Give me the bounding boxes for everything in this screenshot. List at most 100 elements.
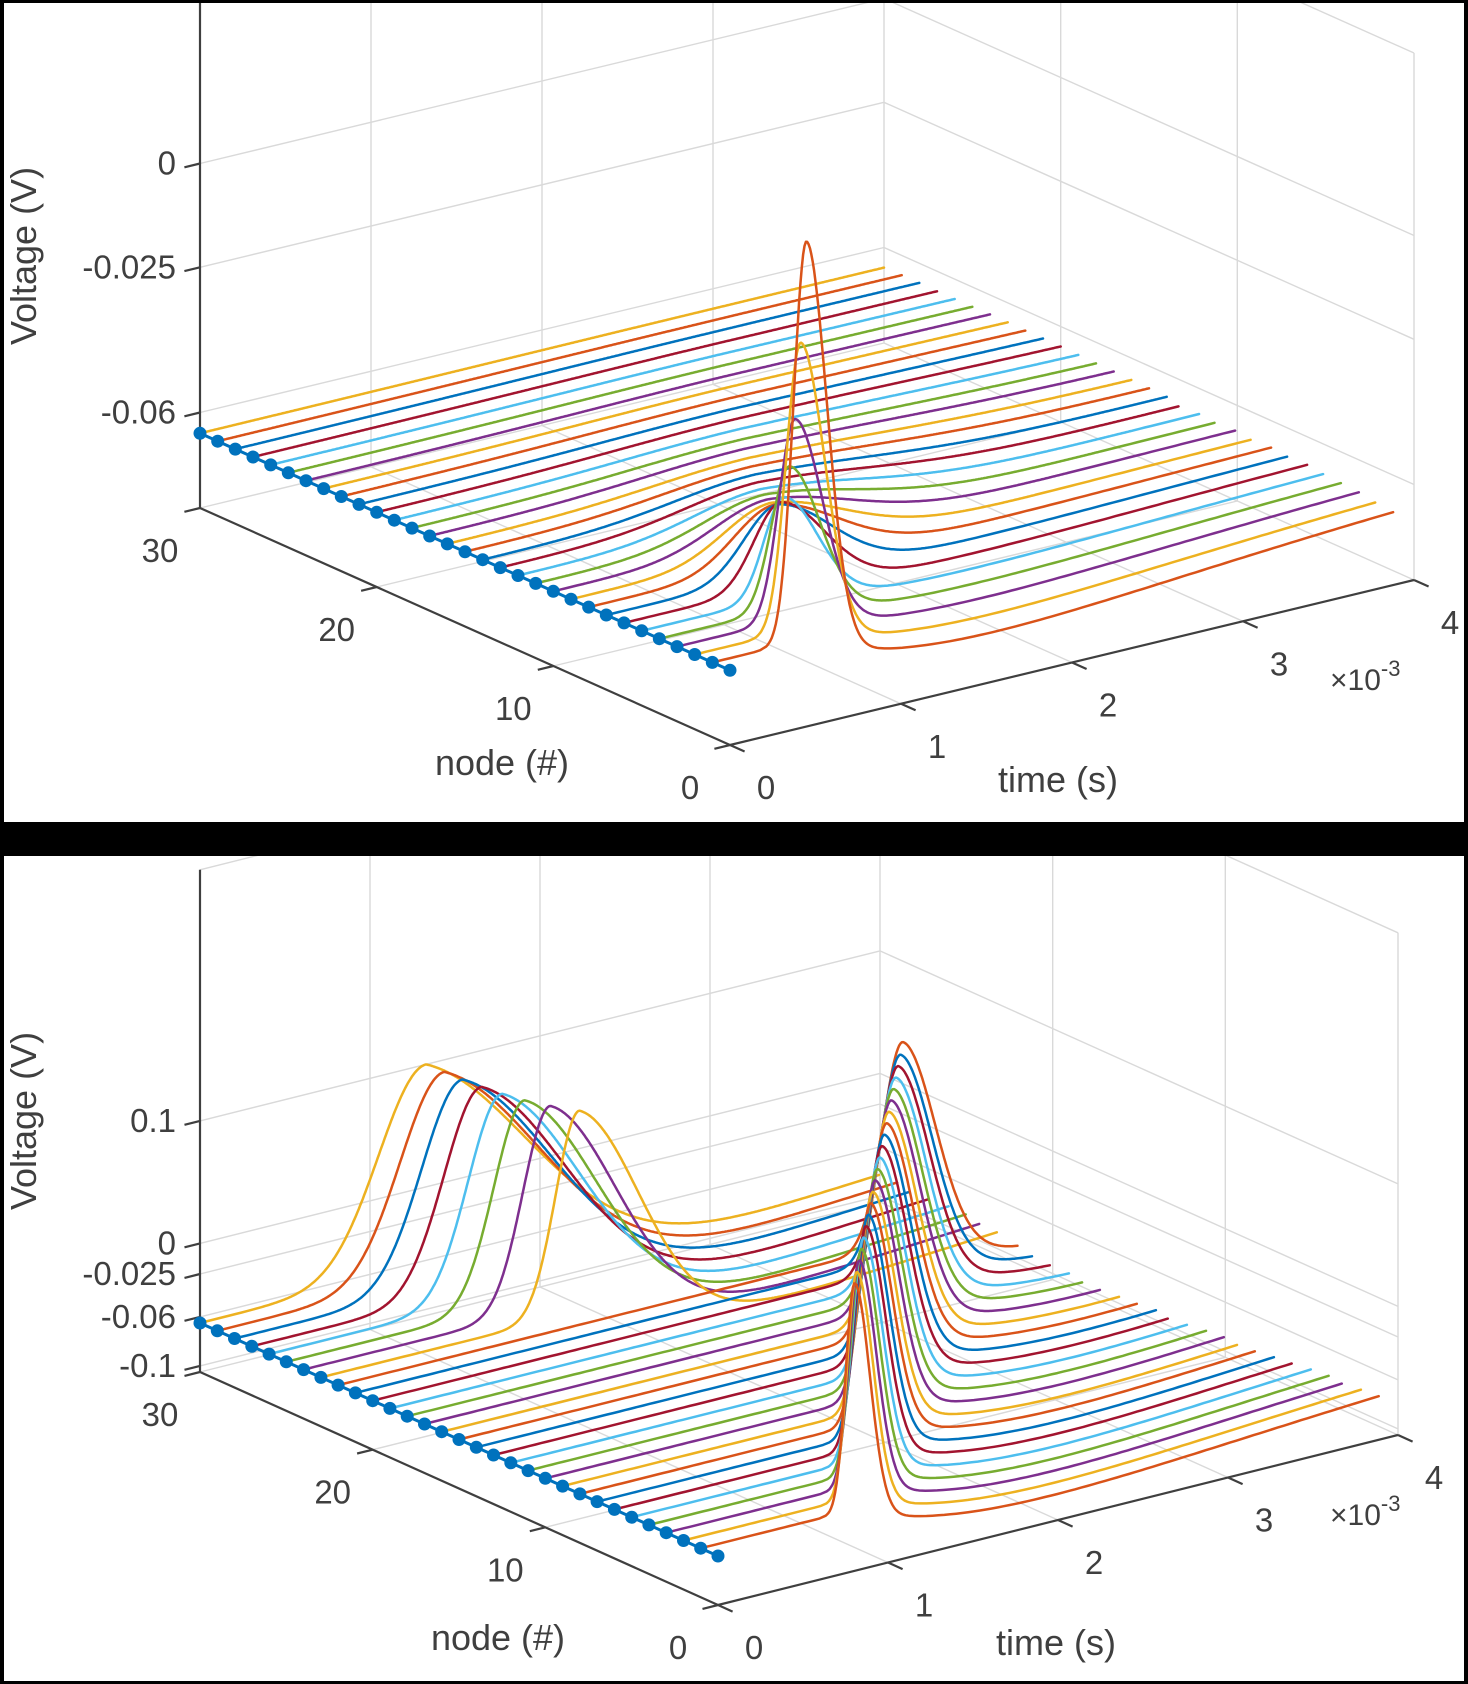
marker-dot-node-6 bbox=[607, 1502, 621, 1516]
z-tick bbox=[184, 1242, 201, 1249]
trace-node-3 bbox=[675, 417, 1361, 648]
node-axis bbox=[199, 1370, 719, 1607]
time-tick bbox=[1071, 661, 1088, 671]
trace-node-24 bbox=[304, 313, 992, 482]
marker-dot-node-17 bbox=[418, 1417, 431, 1431]
trace-node-25 bbox=[287, 305, 974, 474]
trace-node-24 bbox=[302, 1104, 981, 1371]
marker-dot-node-26 bbox=[262, 1347, 276, 1361]
marker-dot-node-26 bbox=[264, 458, 278, 472]
trace-node-2 bbox=[693, 341, 1377, 656]
node-tick-label: 0 bbox=[681, 769, 699, 806]
marker-dot-node-17 bbox=[423, 529, 437, 543]
time-tick bbox=[887, 1561, 904, 1571]
trace-node-26 bbox=[269, 297, 956, 467]
trace-node-12 bbox=[509, 1156, 1189, 1465]
initial-condition-markers bbox=[193, 1316, 725, 1563]
marker-dot-node-0 bbox=[723, 663, 737, 677]
node-tick bbox=[184, 506, 201, 513]
node-tick-label: 10 bbox=[487, 1551, 524, 1588]
leftwall-grid-z bbox=[199, 3, 869, 165]
marker-dot-node-29 bbox=[210, 1324, 224, 1338]
node-tick-label: 30 bbox=[142, 1396, 179, 1433]
trace-node-17 bbox=[428, 370, 1115, 538]
trace-node-1 bbox=[699, 1282, 1380, 1550]
marker-dot-node-5 bbox=[635, 624, 649, 638]
time-tick bbox=[900, 702, 917, 712]
trace-node-14 bbox=[475, 1133, 1158, 1449]
trace-node-16 bbox=[446, 378, 1133, 546]
time-tick bbox=[717, 1603, 734, 1613]
top-x-axis-exponent: ×10-3 bbox=[1330, 656, 1400, 697]
leftwall-grid-z bbox=[199, 1072, 881, 1245]
trace-node-28 bbox=[233, 1078, 911, 1340]
time-tick-label: 2 bbox=[1099, 687, 1117, 724]
z-tick-label: -0.025 bbox=[82, 1255, 176, 1292]
marker-dot-node-7 bbox=[590, 1495, 604, 1509]
trace-node-8 bbox=[587, 446, 1273, 609]
trace-node-9 bbox=[569, 438, 1252, 601]
floor-grid-time bbox=[541, 424, 1073, 664]
initial-condition-markers bbox=[193, 426, 737, 677]
time-tick-label: 4 bbox=[1441, 604, 1459, 641]
node-tick bbox=[356, 1448, 373, 1455]
marker-dot-node-19 bbox=[383, 1401, 397, 1415]
marker-dot-node-15 bbox=[452, 1433, 466, 1446]
floor-grid-time bbox=[370, 466, 902, 705]
marker-dot-node-29 bbox=[211, 434, 225, 448]
leftwall-grid-z bbox=[199, 1195, 881, 1367]
z-tick bbox=[184, 1272, 201, 1279]
leftwall-grid-z bbox=[199, 101, 885, 268]
marker-dot-node-0 bbox=[711, 1549, 725, 1563]
node-tick bbox=[714, 743, 731, 750]
trace-node-13 bbox=[492, 1144, 1170, 1457]
marker-dot-node-10 bbox=[546, 584, 560, 598]
marker-dot-node-3 bbox=[659, 1526, 673, 1540]
time-tick-label: 3 bbox=[1270, 645, 1288, 682]
marker-dot-node-4 bbox=[652, 632, 666, 646]
z-tick-label: 0 bbox=[158, 1224, 176, 1261]
rightwall-grid-z bbox=[883, 246, 1415, 486]
leftwall-grid-z bbox=[199, 1146, 881, 1318]
marker-dot-node-13 bbox=[487, 1448, 500, 1462]
trace-node-6 bbox=[622, 463, 1309, 625]
time-tick-label: 2 bbox=[1085, 1544, 1103, 1581]
marker-dot-node-18 bbox=[400, 1409, 414, 1423]
trace-node-29 bbox=[216, 273, 903, 443]
z-tick bbox=[184, 1364, 201, 1371]
marker-dot-node-24 bbox=[297, 1363, 311, 1377]
marker-dot-node-7 bbox=[599, 608, 613, 622]
top-y-axis-label: node (#) bbox=[435, 742, 569, 783]
trace-node-30 bbox=[198, 1063, 881, 1325]
time-tick-label: 3 bbox=[1255, 1502, 1273, 1539]
trace-node-5 bbox=[630, 1236, 1313, 1519]
trace-node-10 bbox=[552, 429, 1237, 593]
marker-dot-node-20 bbox=[370, 505, 384, 519]
time-tick bbox=[1413, 578, 1430, 588]
marker-dot-node-28 bbox=[228, 1332, 241, 1345]
trace-node-20 bbox=[375, 345, 1062, 514]
leftwall-grid-z bbox=[199, 246, 885, 414]
node-tick bbox=[184, 1370, 201, 1377]
trace-node-1 bbox=[711, 240, 1395, 664]
trace-node-22 bbox=[340, 329, 1027, 498]
time-tick bbox=[1242, 620, 1259, 629]
leftwall-grid-z bbox=[199, 950, 881, 1122]
trace-node-15 bbox=[457, 1121, 1139, 1441]
top-x-axis-label: time (s) bbox=[998, 759, 1118, 800]
node-tick bbox=[360, 585, 377, 592]
marker-dot-node-23 bbox=[314, 1370, 328, 1384]
node-tick-label: 30 bbox=[142, 532, 179, 569]
time-tick-label: 0 bbox=[757, 769, 775, 806]
bottom-plot-panel: 0.1 0 -0.025 -0.06 -0.1 30 20 10 0 0 1 2 3 4 Voltage … bbox=[4, 856, 1464, 1681]
top-plot-generated: 0 -0.025 -0.06 30 20 10 0 0 1 2 3 4 bbox=[82, 3, 1459, 806]
time-tick bbox=[1057, 1518, 1074, 1528]
trace-node-27 bbox=[251, 290, 939, 459]
node-tick-label: 10 bbox=[495, 690, 532, 727]
marker-dot-node-30 bbox=[193, 426, 207, 440]
node-tick-label: 20 bbox=[314, 1474, 351, 1511]
z-tick bbox=[184, 411, 201, 418]
trace-node-7 bbox=[605, 455, 1289, 617]
